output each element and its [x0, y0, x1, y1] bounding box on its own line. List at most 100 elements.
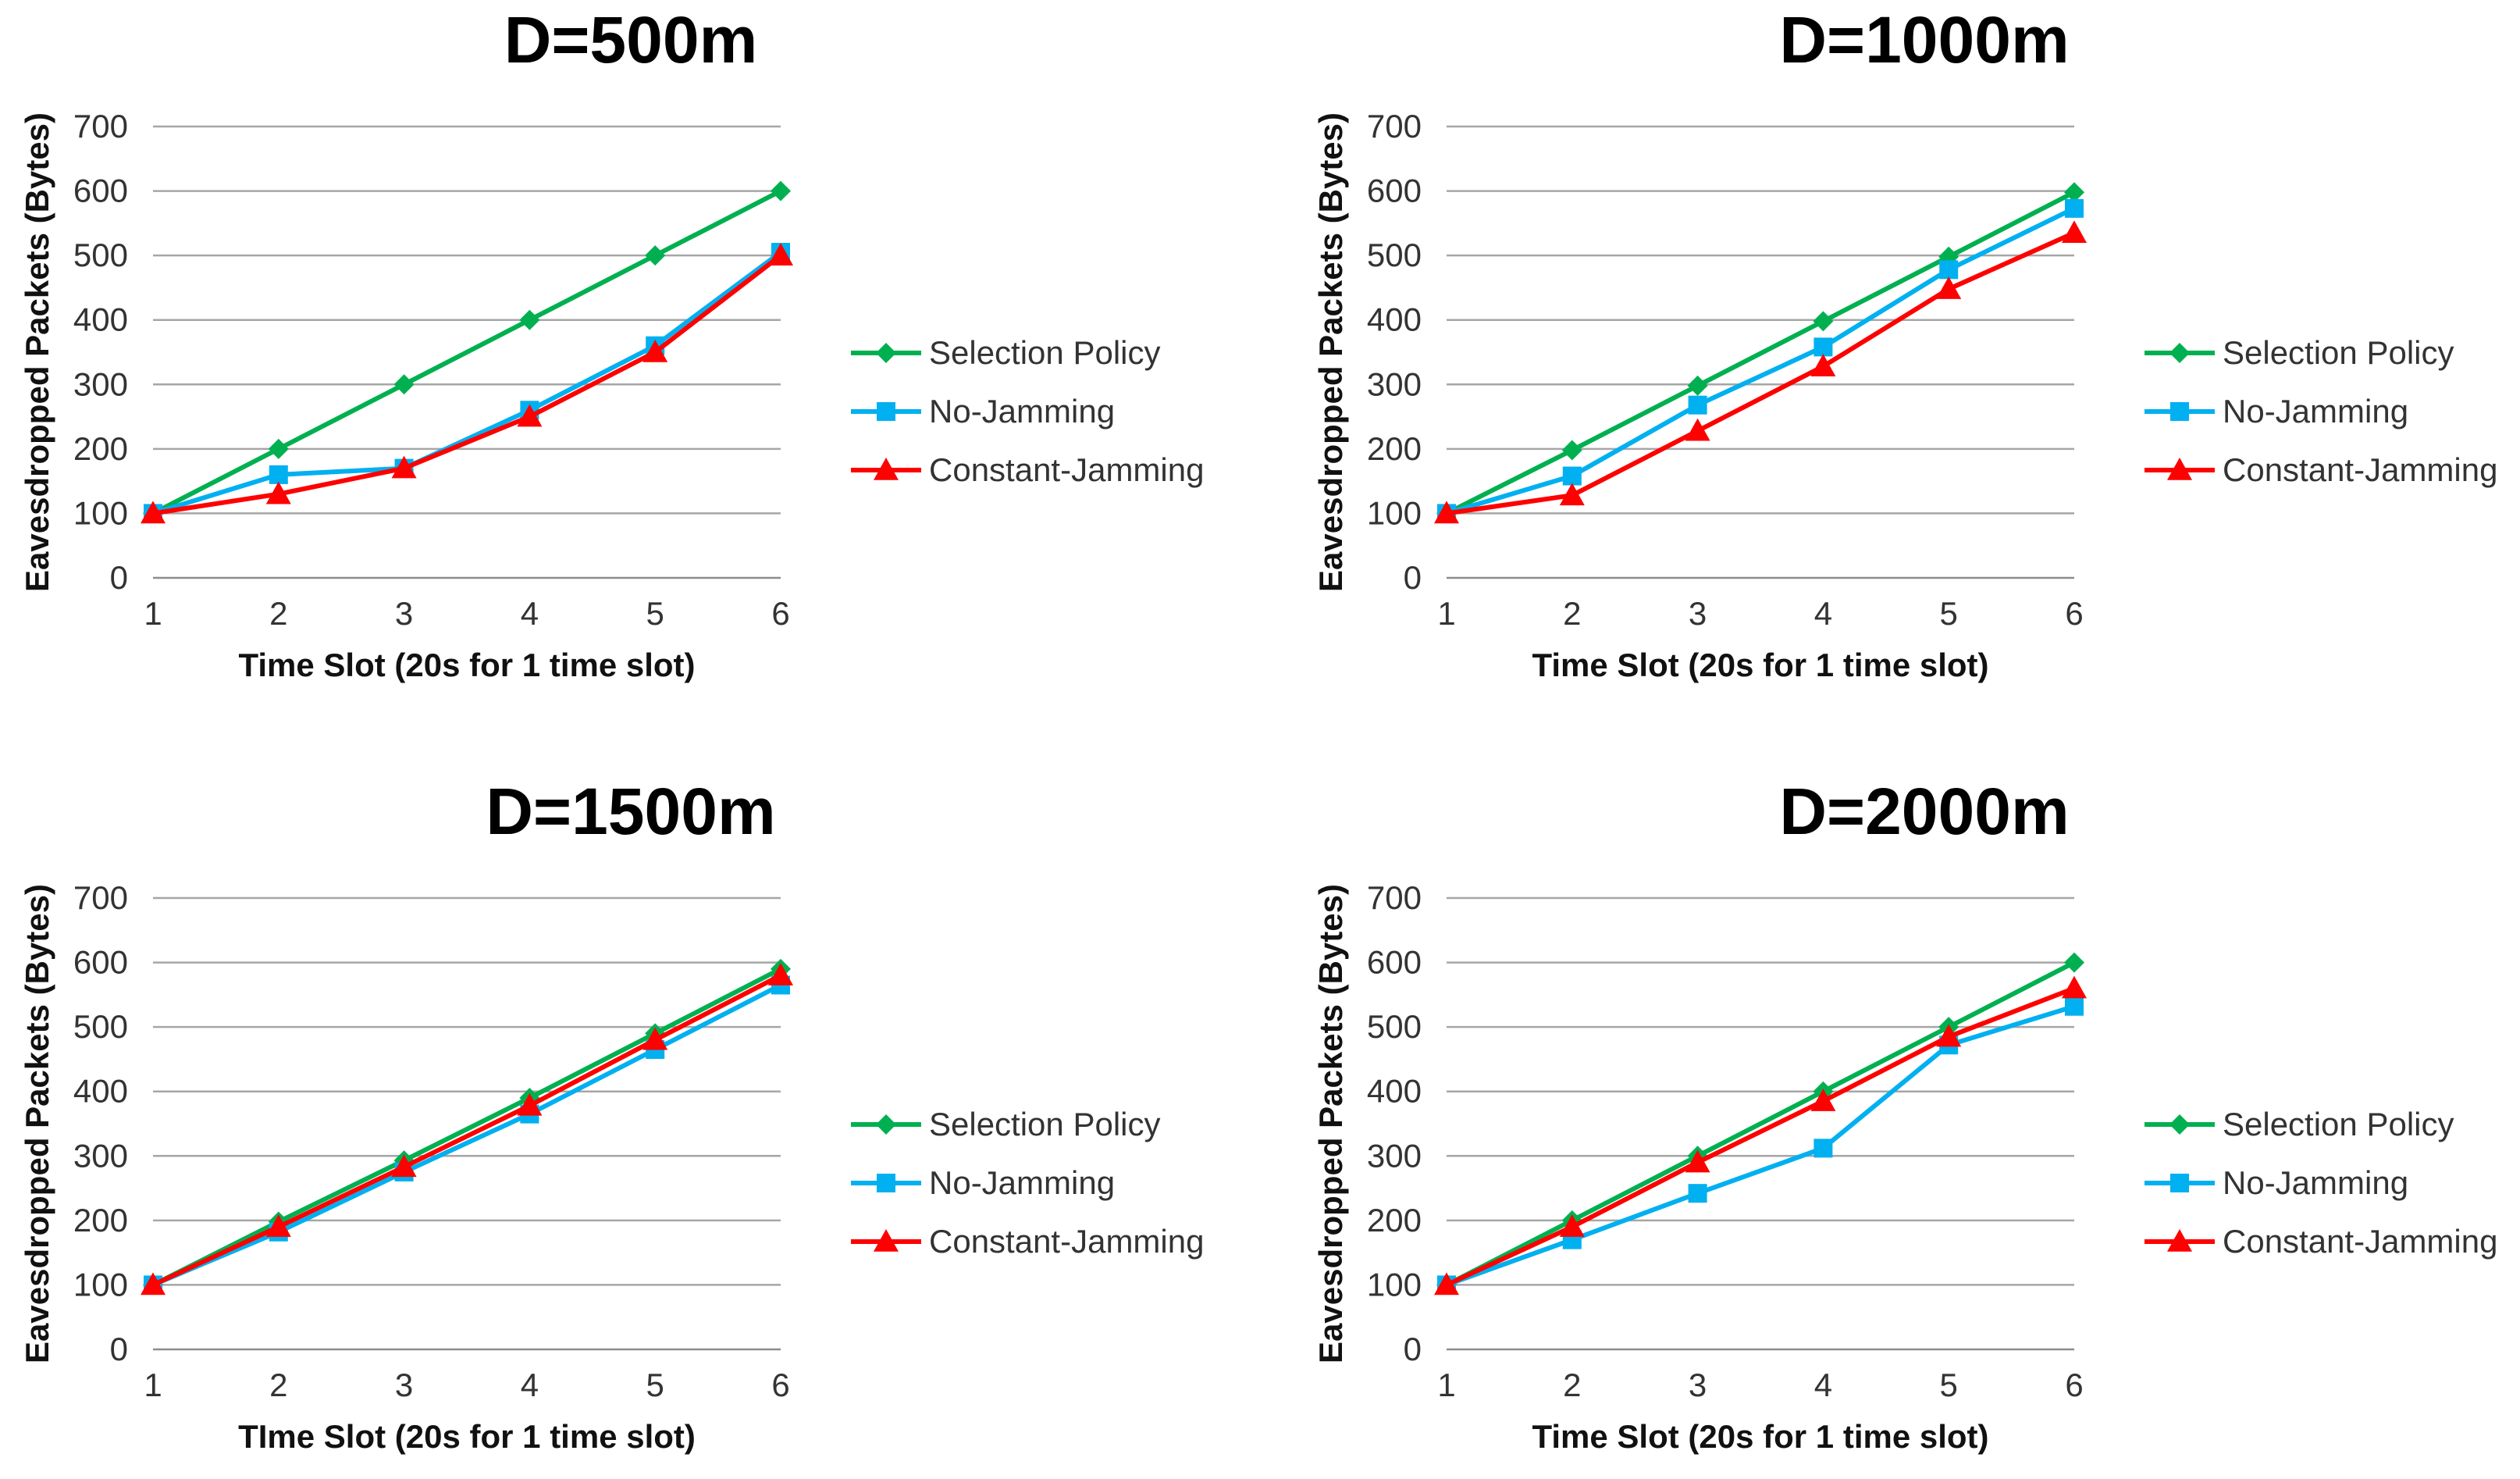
y-tick-label: 200 — [73, 430, 128, 467]
y-tick-label: 700 — [1367, 108, 1422, 144]
legend-label: No-Jamming — [2223, 393, 2408, 429]
y-axis-label: Eavesdropped Packets (Bytes) — [1312, 112, 1349, 592]
x-tick-label: 2 — [1563, 1367, 1581, 1403]
y-tick-label: 300 — [73, 1137, 128, 1174]
y-tick-label: 200 — [73, 1202, 128, 1238]
y-tick-label: 400 — [1367, 1073, 1422, 1110]
legend-label: Constant-Jamming — [2223, 1223, 2497, 1260]
y-tick-label: 600 — [73, 944, 128, 981]
series-line — [151, 188, 783, 516]
y-axis-label: Eavesdropped Packets (Bytes) — [1312, 884, 1349, 1363]
data-point — [269, 465, 288, 484]
data-point — [2064, 952, 2084, 973]
y-tick-label: 500 — [1367, 1008, 1422, 1045]
series-line — [151, 982, 783, 1288]
legend-label: Selection Policy — [929, 1106, 1160, 1142]
data-point — [1685, 418, 1710, 441]
legend-label: Constant-Jamming — [929, 451, 1204, 488]
legend-marker — [874, 458, 899, 480]
series-line — [1444, 205, 2077, 516]
chart-panel-d2000: D=2000m 0 100 200 300 400 500 600 700 1 2 3 4 5 6 Time … — [1294, 772, 2520, 1479]
y-tick-label: 400 — [73, 1073, 128, 1110]
chart-panel-d1500: D=1500m 0 100 200 300 400 500 600 700 1 2 3 4 5 6 TIme … — [0, 772, 1260, 1479]
data-point — [1813, 337, 1833, 357]
x-tick-label: 3 — [395, 595, 413, 632]
chart-title: D=1000m — [1779, 3, 2069, 77]
data-point — [1810, 1089, 1836, 1111]
y-tick-label: 0 — [110, 559, 128, 596]
data-point — [2062, 220, 2087, 244]
series-line — [151, 966, 783, 1288]
data-point — [1685, 1149, 1710, 1173]
legend-marker — [877, 1174, 895, 1192]
x-tick-label: 3 — [1689, 595, 1707, 632]
data-point — [141, 501, 166, 524]
x-tick-label: 1 — [1437, 595, 1455, 632]
y-tick-label: 300 — [1367, 1137, 1422, 1174]
legend-marker — [2170, 402, 2189, 421]
y-tick-label: 600 — [73, 173, 128, 209]
data-point — [2064, 182, 2084, 203]
x-tick-label: 6 — [2065, 595, 2083, 632]
y-axis-label: Eavesdropped Packets (Bytes) — [19, 112, 55, 592]
legend-label: No-Jamming — [929, 1164, 1115, 1201]
legend-marker — [2167, 1229, 2192, 1252]
data-point — [1434, 1272, 1459, 1295]
x-tick-label: 4 — [1814, 595, 1832, 632]
y-tick-label: 0 — [1404, 1331, 1422, 1367]
data-point — [265, 1214, 291, 1237]
data-point — [1936, 1024, 1962, 1047]
chart-title: D=2000m — [1779, 775, 2069, 848]
data-point — [519, 309, 540, 330]
y-tick-label: 400 — [73, 301, 128, 338]
chart-title: D=500m — [504, 3, 758, 77]
y-axis-label: Eavesdropped Packets (Bytes) — [19, 884, 55, 1363]
y-tick-label: 100 — [73, 494, 128, 531]
y-tick-label: 500 — [73, 1008, 128, 1045]
x-tick-label: 5 — [646, 1367, 664, 1403]
data-point — [1687, 375, 1708, 396]
x-tick-label: 2 — [269, 595, 287, 632]
chart-title: D=1500m — [486, 775, 775, 848]
data-point — [642, 1027, 668, 1050]
legend-label: Constant-Jamming — [2223, 451, 2497, 488]
y-tick-label: 100 — [1367, 1266, 1422, 1303]
y-tick-label: 200 — [1367, 430, 1422, 467]
x-tick-label: 1 — [144, 1367, 162, 1403]
data-point — [391, 1154, 417, 1178]
legend-marker — [2169, 1114, 2190, 1135]
y-tick-label: 600 — [1367, 944, 1422, 981]
x-tick-label: 3 — [395, 1367, 413, 1403]
x-tick-label: 2 — [269, 1367, 287, 1403]
x-axis-label: Time Slot (20s for 1 time slot) — [238, 647, 695, 683]
x-tick-label: 4 — [521, 595, 539, 632]
data-point — [268, 438, 289, 459]
x-tick-label: 5 — [646, 595, 664, 632]
x-tick-label: 4 — [521, 1367, 539, 1403]
data-point — [517, 404, 543, 427]
legend-marker — [876, 1114, 896, 1135]
data-point — [391, 455, 417, 479]
data-point — [1688, 1184, 1707, 1203]
x-tick-label: 4 — [1814, 1367, 1832, 1403]
y-tick-label: 500 — [73, 237, 128, 273]
y-tick-label: 0 — [110, 1331, 128, 1367]
chart-svg: D=2000m 0 100 200 300 400 500 600 700 1 2 3 4 5 6 Time … — [1312, 775, 2497, 1455]
legend-marker — [2170, 1174, 2189, 1192]
series-line — [151, 973, 783, 1288]
y-tick-label: 700 — [73, 879, 128, 916]
data-point — [645, 245, 666, 266]
legend-label: No-Jamming — [929, 393, 1115, 429]
legend-label: Constant-Jamming — [929, 1223, 1204, 1260]
legend-label: Selection Policy — [929, 334, 1160, 371]
chart-svg: D=1500m 0 100 200 300 400 500 600 700 1 2 3 4 5 6 TIme … — [19, 775, 1204, 1455]
x-axis-label: Time Slot (20s for 1 time slot) — [1532, 1418, 1988, 1455]
y-tick-label: 700 — [1367, 879, 1422, 916]
y-tick-label: 300 — [1367, 365, 1422, 402]
data-point — [2062, 975, 2087, 999]
x-tick-label: 6 — [2065, 1367, 2083, 1403]
legend-marker — [874, 1229, 899, 1252]
legend-label: No-Jamming — [2223, 1164, 2408, 1201]
legend-marker — [876, 343, 896, 363]
x-axis-label: TIme Slot (20s for 1 time slot) — [238, 1418, 696, 1455]
